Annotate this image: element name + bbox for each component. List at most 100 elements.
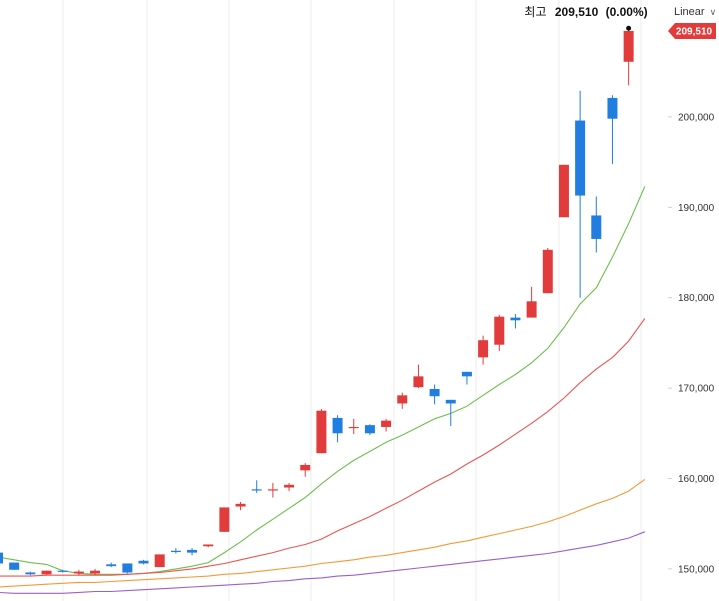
candle-body xyxy=(138,560,149,564)
scale-selector[interactable]: Linear ∨ xyxy=(674,4,716,20)
moving-average-lines xyxy=(0,186,646,594)
moving-average-line-ma_longer xyxy=(0,531,645,594)
candle-body xyxy=(122,563,133,573)
y-tick-label: 190,000 xyxy=(678,203,715,214)
candle xyxy=(510,313,521,329)
candle-body xyxy=(364,425,375,434)
candle-body xyxy=(284,484,295,488)
candle-body xyxy=(154,554,165,568)
price-tag-shape xyxy=(668,22,716,39)
y-tick-label: 170,000 xyxy=(678,384,715,395)
candle xyxy=(284,483,295,492)
candle-body xyxy=(90,570,101,574)
candle xyxy=(542,247,553,294)
candle xyxy=(106,562,117,568)
y-tick-label: 180,000 xyxy=(678,293,715,304)
moving-average-line-ma_mid xyxy=(0,318,646,577)
candle xyxy=(494,314,505,352)
candle-body xyxy=(316,410,327,454)
moving-average-line-ma_long xyxy=(0,478,646,588)
candle xyxy=(0,552,3,564)
candles xyxy=(0,29,634,576)
y-tick-label: 160,000 xyxy=(678,474,715,485)
y-tick-label: 150,000 xyxy=(678,564,715,575)
candle xyxy=(170,548,181,554)
candle-body xyxy=(267,489,278,491)
candle-body xyxy=(235,503,246,507)
candle-body xyxy=(219,507,230,532)
candle xyxy=(122,563,133,574)
candle xyxy=(235,501,246,511)
candle-body xyxy=(623,30,634,62)
candle-body xyxy=(25,572,36,575)
candle xyxy=(300,463,311,477)
candle xyxy=(478,335,489,365)
high-value: 209,510 xyxy=(555,5,599,19)
candle-body xyxy=(41,570,52,575)
candle xyxy=(623,29,634,86)
candle-body xyxy=(413,376,424,388)
candle xyxy=(461,371,472,385)
candle-body xyxy=(494,316,505,345)
candle xyxy=(558,164,569,218)
candle-body xyxy=(251,489,262,491)
candle-body xyxy=(170,550,181,553)
high-label: 최고 xyxy=(524,5,546,19)
candle xyxy=(219,507,230,532)
candle-body xyxy=(106,564,117,567)
candle-body xyxy=(445,399,456,404)
candle xyxy=(381,418,392,432)
grid-lines xyxy=(62,0,642,601)
moving-average-line-ma_short xyxy=(0,186,646,575)
candle-body xyxy=(381,420,392,427)
candle xyxy=(187,548,198,556)
high-change: (0.00%) xyxy=(606,5,648,19)
candle-body xyxy=(187,549,198,553)
candle-body xyxy=(429,388,440,397)
candle xyxy=(57,569,68,573)
candle xyxy=(41,570,52,576)
candle xyxy=(138,559,149,565)
candle xyxy=(429,384,440,405)
y-axis: 150,000 160,000 170,000 180,000 190,000 200,0… xyxy=(668,112,715,575)
candle xyxy=(591,196,602,253)
candle xyxy=(332,415,343,443)
y-tick-label: 200,000 xyxy=(678,112,715,123)
candle-body xyxy=(478,340,489,358)
candle-body xyxy=(607,97,618,119)
price-tag-value: 209,510 xyxy=(676,26,713,37)
candle-body xyxy=(591,215,602,239)
candle-body xyxy=(0,552,3,564)
candle-body xyxy=(558,164,569,218)
candle xyxy=(413,364,424,389)
candle-body xyxy=(526,301,537,318)
candle-body xyxy=(57,570,68,572)
candle-body xyxy=(397,395,408,404)
candle xyxy=(9,562,20,570)
candle xyxy=(397,392,408,409)
candle-body xyxy=(461,371,472,377)
candle-body xyxy=(348,426,359,429)
candle xyxy=(607,95,618,164)
candle xyxy=(575,90,586,298)
candle xyxy=(348,418,359,435)
candle-body xyxy=(73,571,84,574)
candle xyxy=(203,544,214,548)
candle xyxy=(445,399,456,427)
candle xyxy=(90,568,101,576)
high-point-dot xyxy=(626,25,632,31)
candle xyxy=(526,286,537,318)
candle-body xyxy=(575,120,586,196)
candle-body xyxy=(203,544,214,547)
scale-selector-label: Linear xyxy=(674,6,705,18)
candle-body xyxy=(542,249,553,294)
candle xyxy=(73,569,84,576)
candle xyxy=(316,408,327,454)
candle-body xyxy=(510,317,521,321)
candle xyxy=(251,480,262,493)
candle-body xyxy=(300,464,311,471)
candle xyxy=(364,424,375,436)
high-price-marker: 최고 209,510 (0.00%) xyxy=(524,5,648,31)
candle-body xyxy=(9,562,20,570)
